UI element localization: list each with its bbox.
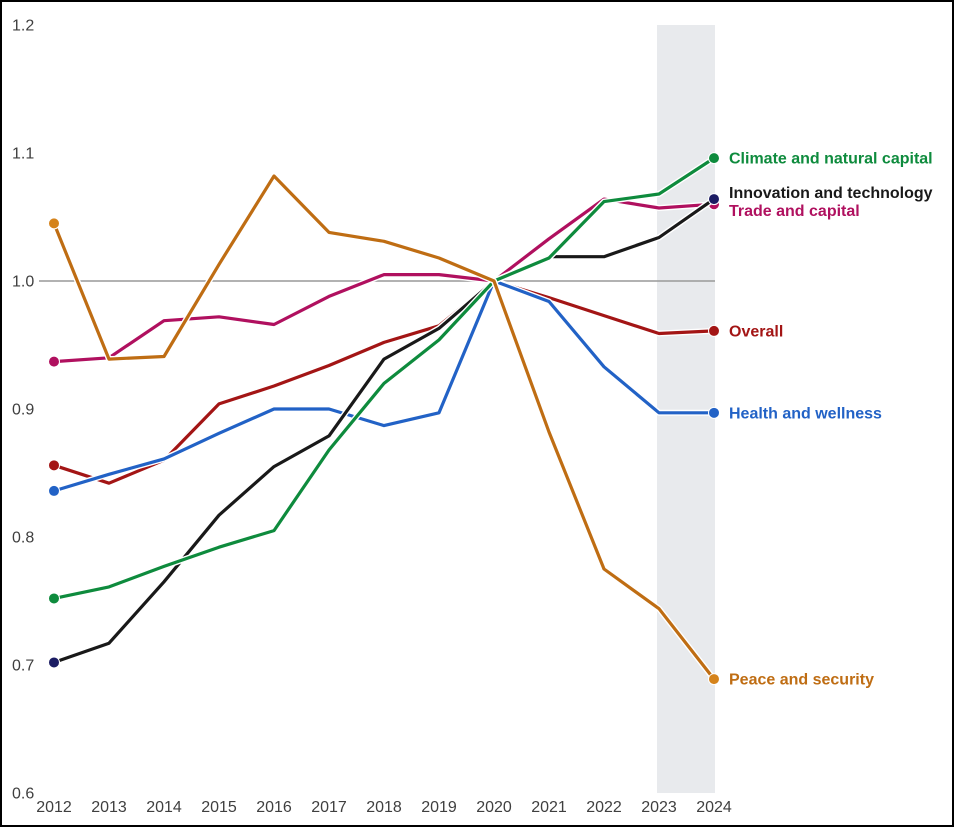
series-line-innovation-and-technology (53, 197, 715, 664)
y-tick-label: 0.8 (12, 530, 34, 547)
x-tick-label: 2024 (696, 799, 732, 816)
series-start-dot-peace-and-security (48, 217, 60, 230)
y-tick-label: 0.7 (12, 658, 34, 675)
series-start-dot-climate-and-natural-capital (48, 592, 60, 605)
series-end-dot-peace-and-security (708, 673, 720, 686)
x-tick-label: 2022 (586, 799, 622, 816)
legend-label-climate-and-natural-capital: Climate and natural capital (729, 151, 933, 168)
series-end-dot-overall (708, 324, 720, 337)
y-tick-label: 1.2 (12, 18, 34, 35)
series-end-dot-climate-and-natural-capital (708, 152, 720, 165)
x-tick-label: 2021 (531, 799, 567, 816)
y-tick-label: 1.0 (12, 274, 34, 291)
series-start-dot-overall (48, 459, 60, 472)
legend-label-overall: Overall (729, 323, 783, 340)
legend-label-innovation-and-technology: Innovation and technology (729, 185, 933, 202)
y-tick-label: 1.1 (12, 146, 34, 163)
series-start-dot-health-and-wellness (48, 484, 60, 497)
series-line-climate-and-natural-capital (53, 156, 715, 600)
x-tick-label: 2013 (91, 799, 127, 816)
x-tick-label: 2023 (641, 799, 677, 816)
series-end-dot-innovation-and-technology (708, 193, 720, 206)
x-tick-label: 2020 (476, 799, 512, 816)
series-start-dot-trade-and-capital (48, 355, 60, 368)
x-tick-label: 2012 (36, 799, 72, 816)
legend-label-peace-and-security: Peace and security (729, 672, 874, 689)
y-tick-label: 0.6 (12, 786, 34, 803)
series-line-health-and-wellness (53, 279, 714, 493)
series-line-peace-and-security (52, 174, 716, 681)
x-tick-label: 2015 (201, 799, 237, 816)
x-tick-label: 2017 (311, 799, 347, 816)
series-end-dot-health-and-wellness (708, 406, 720, 419)
forecast-band (657, 25, 715, 793)
legend-label-health-and-wellness: Health and wellness (729, 405, 882, 422)
x-tick-label: 2014 (146, 799, 182, 816)
series-start-dot-innovation-and-technology (48, 656, 60, 669)
x-tick-label: 2016 (256, 799, 292, 816)
y-tick-label: 0.9 (12, 402, 34, 419)
x-tick-label: 2019 (421, 799, 457, 816)
x-tick-label: 2018 (366, 799, 402, 816)
legend-label-trade-and-capital: Trade and capital (729, 203, 860, 220)
